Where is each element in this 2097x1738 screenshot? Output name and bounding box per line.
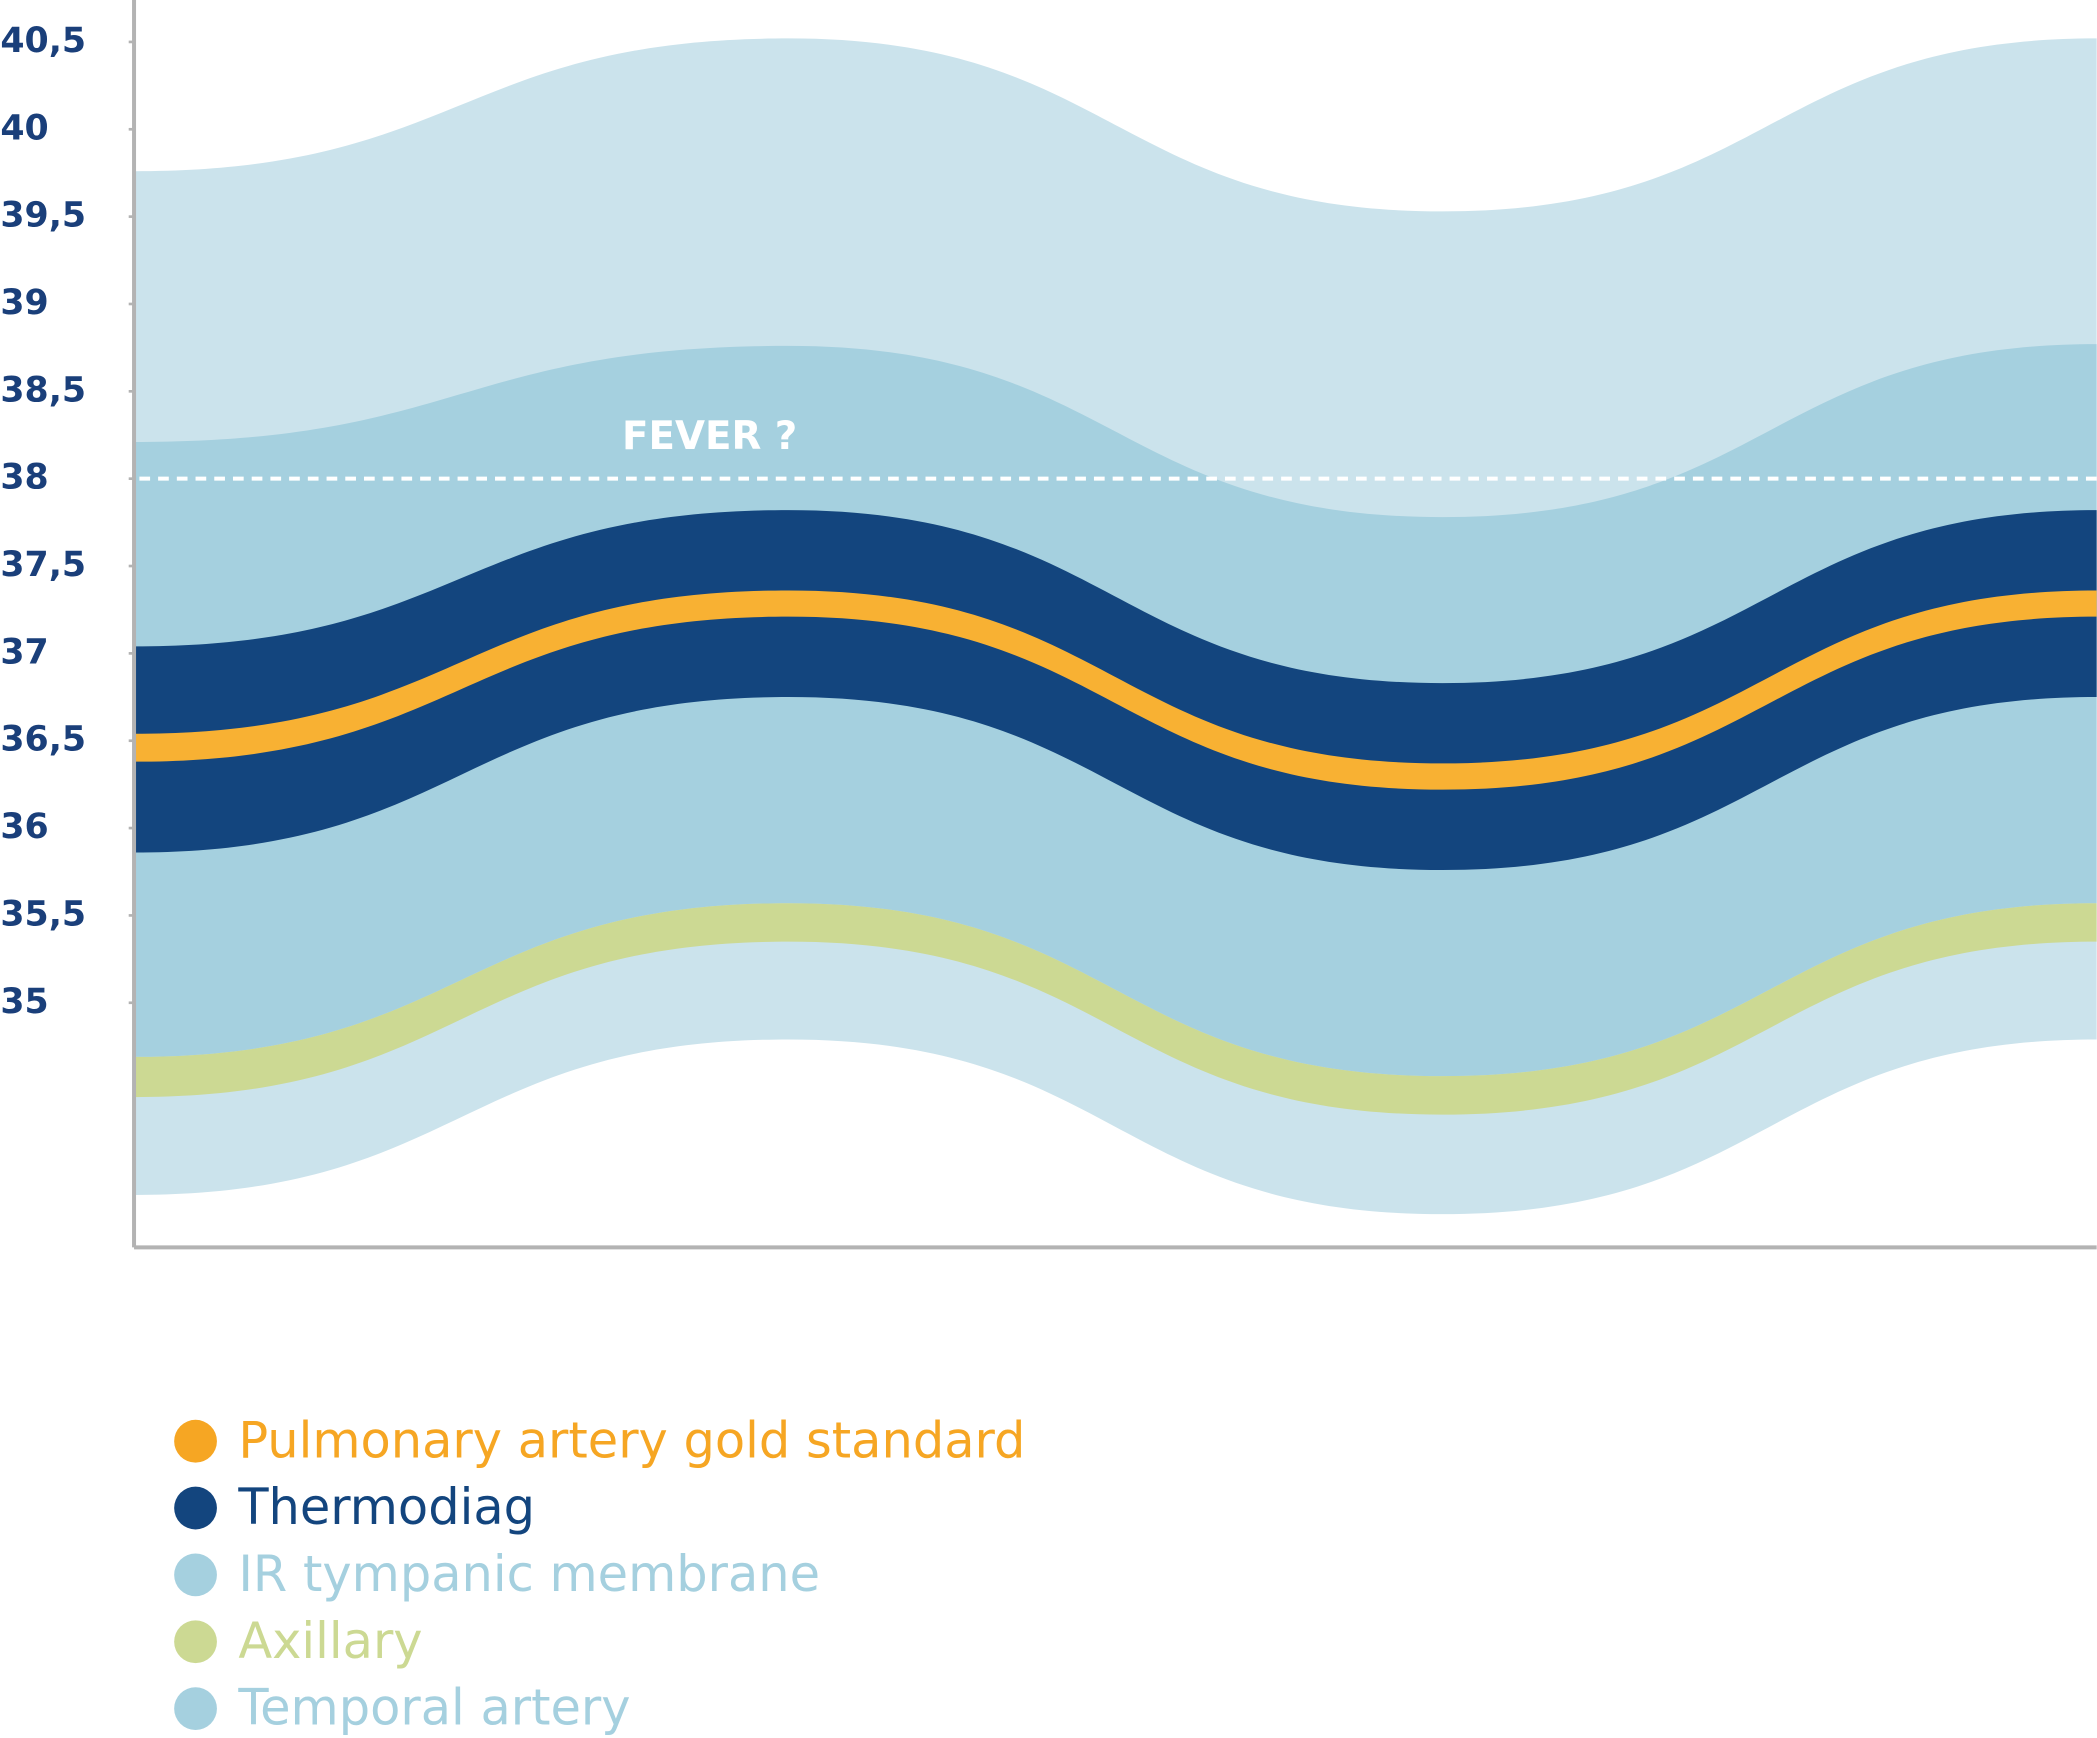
legend-label: Axillary [238, 1612, 422, 1670]
y-tick-label: 39 [0, 283, 48, 323]
legend-label: Temporal artery [237, 1679, 630, 1737]
y-tick-label: 35,5 [0, 894, 86, 934]
threshold-label: FEVER ? [622, 414, 797, 459]
band [134, 903, 2097, 1115]
legend-marker [174, 1553, 217, 1597]
y-tick-label: 38 [0, 458, 48, 498]
y-tick-label: 37 [0, 632, 48, 672]
y-tick-label: 36,5 [0, 720, 86, 760]
y-tick-label: 40,5 [0, 21, 86, 61]
legend-marker [174, 1687, 217, 1730]
y-tick-label: 35 [0, 982, 48, 1022]
legend-marker [174, 1620, 217, 1664]
y-tick-label: 37,5 [0, 545, 86, 585]
legend-label: IR tympanic membrane [238, 1545, 820, 1603]
y-tick-label: 40 [0, 108, 48, 148]
band [134, 590, 2097, 790]
legend-marker [174, 1486, 217, 1530]
legend-label: Thermodiag [237, 1478, 535, 1536]
legend-marker [174, 1419, 217, 1463]
y-tick-label: 39,5 [0, 196, 86, 236]
legend-label: Pulmonary artery gold standard [238, 1411, 1025, 1469]
y-tick-label: 36 [0, 807, 48, 847]
y-tick-label: 38,5 [0, 370, 86, 410]
